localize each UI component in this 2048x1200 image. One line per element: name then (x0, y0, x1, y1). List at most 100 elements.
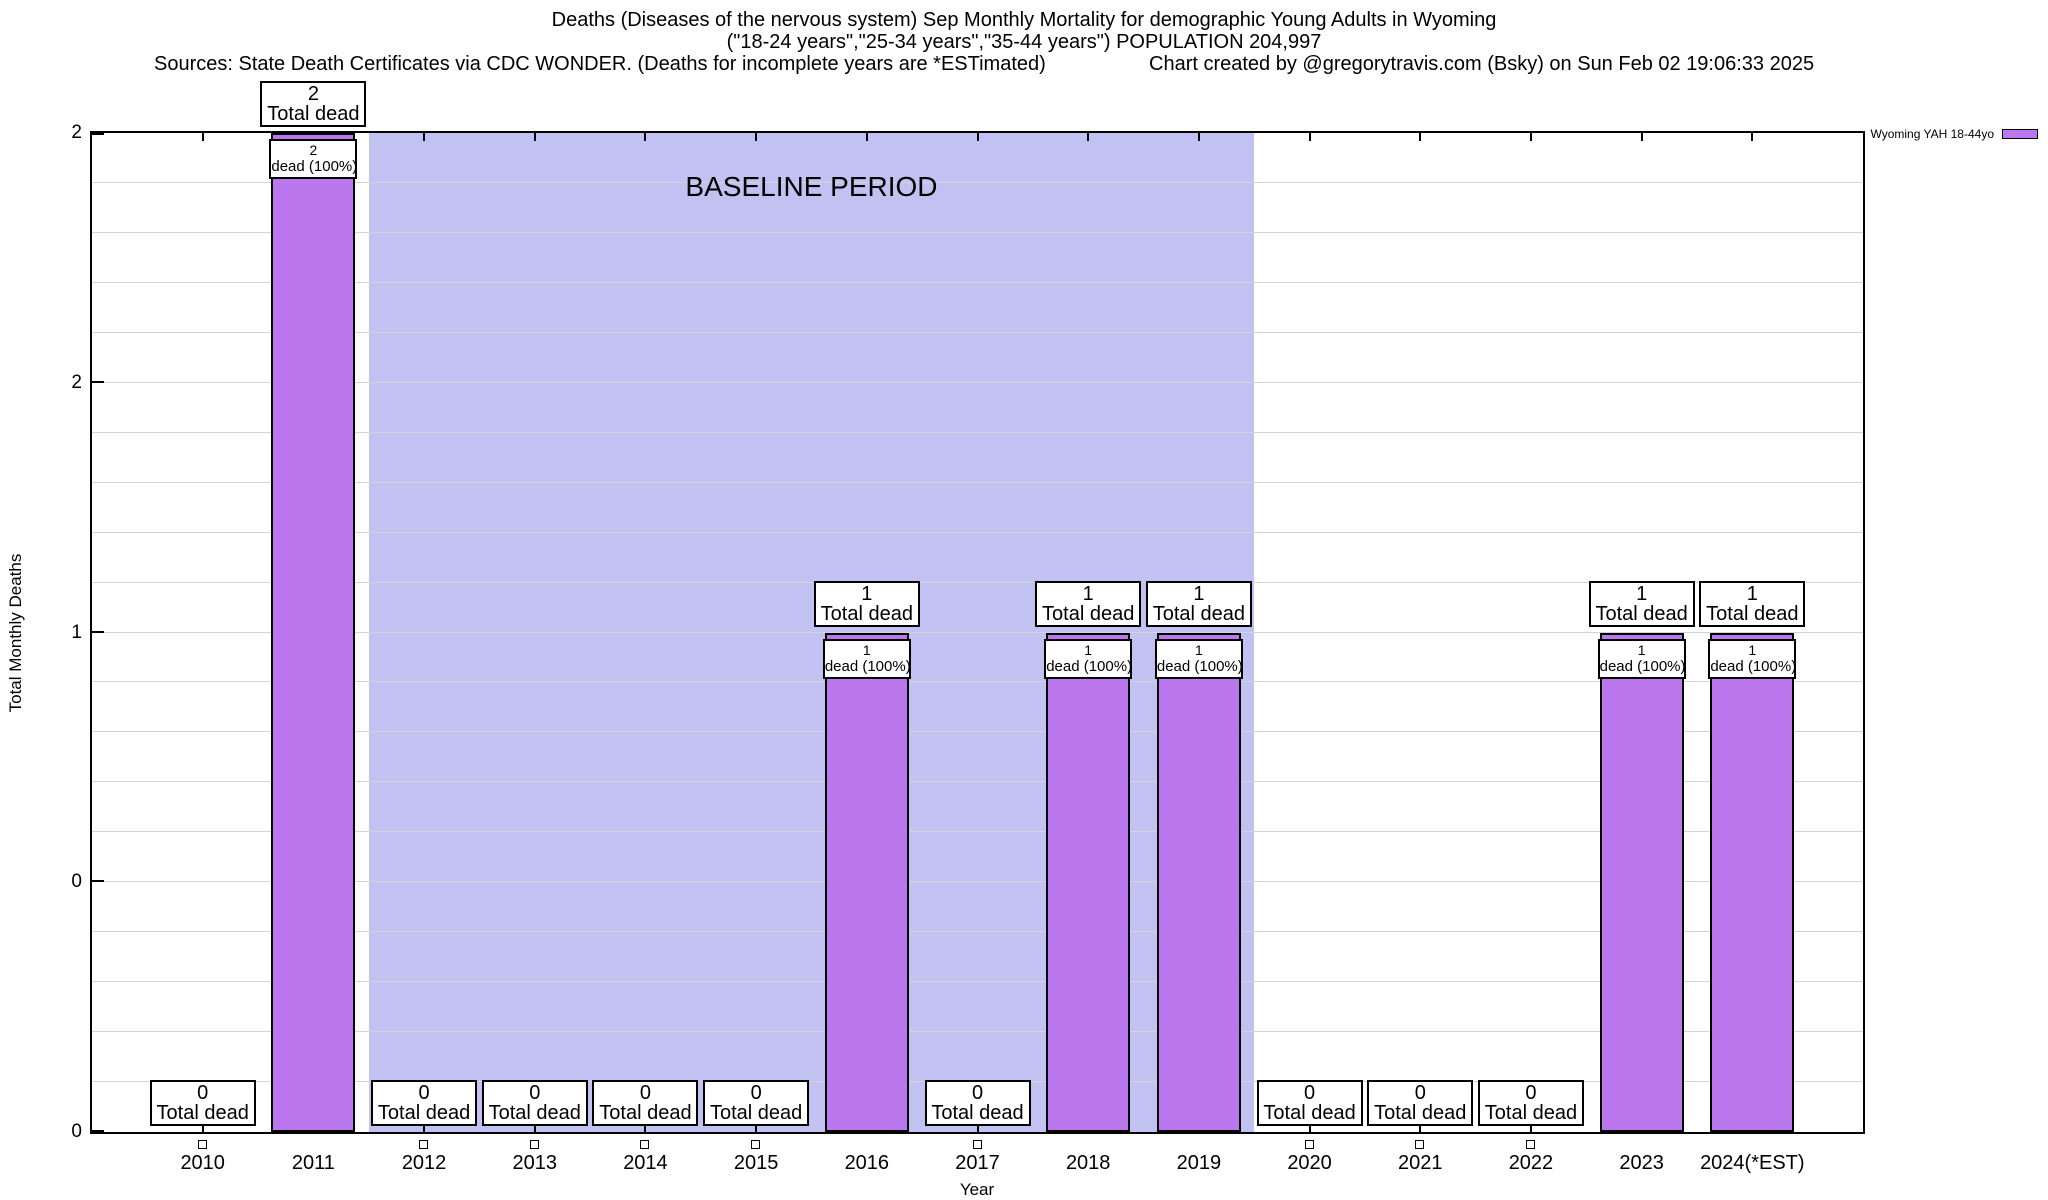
bar-total-value: 0 (639, 1082, 651, 1104)
bar-inner-text: dead (100%) (271, 158, 358, 175)
bar-total-label: 1 Total dead (1699, 580, 1806, 627)
bar-total-label: 0 Total dead (481, 1080, 588, 1126)
gridline (92, 681, 1863, 683)
bar-total-text: Total dead (1042, 602, 1135, 625)
bar-total-label: 0 Total dead (703, 1080, 810, 1126)
bar-total-value: 1 (1193, 582, 1205, 605)
x-tick-label: 2020 (1287, 1152, 1332, 1174)
plot-area: BASELINE PERIOD 0 Total dead 2 dead (100%) 2… (90, 81, 1865, 1149)
gridline (92, 281, 1863, 283)
gridline (92, 781, 1863, 783)
bar-total-value: 0 (1304, 1082, 1316, 1104)
x-tick-mark-top (1308, 133, 1311, 141)
bar-inner-text: dead (100%) (1156, 657, 1243, 675)
bar-total-value: 1 (861, 582, 873, 605)
gridline (92, 531, 1863, 533)
gridline (92, 381, 1863, 383)
bar-layer: 0 Total dead 2 dead (100%) 2 Total dead 0 Total… (92, 81, 1863, 1149)
y-tick-label: 2 (71, 371, 82, 393)
bar: 1 dead (100%) (822, 632, 911, 1132)
x-tick-label: 2016 (844, 1152, 890, 1174)
x-tick-mark-bottom (533, 1124, 536, 1132)
bar-total-value: 2 (307, 83, 319, 105)
bar-inner-text: dead (100%) (1710, 657, 1797, 675)
bar: 1 dead (100%) (1044, 632, 1133, 1132)
bar-total-value: 0 (418, 1082, 430, 1104)
x-tick-label: 2017 (955, 1152, 1000, 1174)
bar-total-label: 0 Total dead (149, 1080, 256, 1126)
x-tick-mark-top (201, 133, 204, 141)
bar-inner-label: 1 dead (100%) (1708, 638, 1797, 679)
bar-total-text: Total dead (709, 1102, 803, 1124)
bar-inner-label: 1 dead (100%) (1597, 638, 1686, 679)
bar-total-text: Total dead (156, 1102, 249, 1124)
bar-inner-value: 1 (862, 641, 871, 658)
x-tick-mark-top (1087, 133, 1090, 141)
bar-total-label: 1 Total dead (1035, 580, 1142, 627)
chart-credit: Chart created by @gregorytravis.com (Bsk… (1149, 53, 1815, 75)
gridline (92, 631, 1863, 633)
bar-total-value: 0 (750, 1082, 762, 1104)
x-tick-mark-top (644, 133, 647, 141)
bar-inner-label: 1 dead (100%) (1044, 638, 1133, 679)
x-tick-label: 2011 (291, 1152, 335, 1174)
x-tick-mark-top (865, 133, 868, 141)
bar-total-text: Total dead (1595, 602, 1688, 625)
x-tick-mark-bottom (755, 1124, 758, 1132)
bar-inner-value: 1 (1637, 641, 1646, 658)
bar: 2 dead (100%) (269, 133, 358, 1132)
zero-marker (197, 1140, 207, 1149)
bar-total-label: 0 Total dead (924, 1080, 1031, 1126)
chart-title: Deaths (Diseases of the nervous system) … (551, 9, 1497, 31)
x-axis-title: Year (959, 1180, 995, 1199)
legend: Wyoming YAH 18-44yo (1870, 127, 2038, 141)
y-tick-mark (92, 133, 104, 135)
zero-marker (1304, 1140, 1314, 1149)
bar-total-text: Total dead (1374, 1102, 1467, 1124)
zero-marker (1415, 1140, 1425, 1149)
y-tick-label: 0 (71, 871, 82, 893)
zero-marker (640, 1140, 650, 1149)
x-tick-mark-top (755, 133, 758, 141)
x-tick-mark-top (533, 133, 536, 141)
bar-total-label: 1 Total dead (813, 580, 920, 627)
bar-inner-text: dead (100%) (1046, 657, 1133, 675)
x-tick-mark-bottom (976, 1124, 979, 1132)
x-tick-mark-top (1751, 133, 1754, 141)
baseline-label: BASELINE PERIOD (685, 171, 938, 202)
bar-total-label: 1 Total dead (1588, 580, 1695, 627)
bar-total-text: Total dead (1706, 602, 1799, 625)
zero-marker (529, 1140, 539, 1149)
gridline (92, 831, 1863, 833)
chart-sources: Sources: State Death Certificates via CD… (154, 53, 1046, 75)
gridline (92, 581, 1863, 583)
bar-total-text: Total dead (599, 1102, 692, 1124)
y-tick-mark (92, 380, 104, 383)
bar: 1 dead (100%) (1597, 632, 1686, 1132)
gridline (92, 431, 1863, 433)
x-tick-label: 2015 (733, 1152, 779, 1174)
y-tick-label: 1 (71, 621, 82, 643)
x-tick-mark-bottom (1529, 1124, 1532, 1132)
bar-total-text: Total dead (1484, 1102, 1578, 1124)
gridline (92, 331, 1863, 333)
bar-total-value: 0 (1525, 1082, 1537, 1104)
x-tick-label: 2012 (401, 1152, 447, 1174)
x-tick-label: 2022 (1508, 1152, 1554, 1174)
x-tick-label: 2023 (1619, 1152, 1664, 1174)
x-tick-mark-bottom (423, 1124, 426, 1132)
bar-total-text: Total dead (820, 602, 913, 625)
x-tick-mark-top (423, 133, 426, 141)
bar-total-value: 1 (1636, 582, 1648, 605)
gridline (92, 231, 1863, 233)
x-tick-label: 2018 (1065, 1152, 1111, 1174)
x-tick-mark-top (1419, 133, 1422, 141)
legend-label: Wyoming YAH 18-44yo (1870, 127, 1994, 141)
bar-inner-text: dead (100%) (1599, 657, 1686, 675)
x-tick-mark-top (1529, 133, 1532, 141)
bar-total-label: 1 Total dead (1145, 580, 1252, 627)
x-tick-mark-bottom (1308, 1124, 1311, 1132)
bar-total-label: 0 Total dead (1477, 1080, 1584, 1126)
bar-inner-label: 1 dead (100%) (822, 638, 911, 679)
